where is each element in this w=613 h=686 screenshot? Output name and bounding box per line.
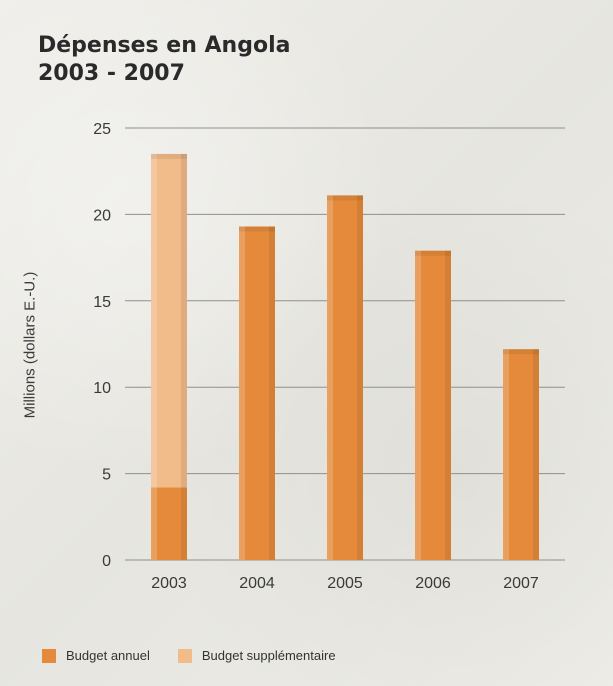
bar-shade — [181, 487, 187, 560]
bar-budget-supplementaire — [151, 153, 187, 488]
bar-shade — [269, 226, 275, 560]
bar-highlight — [239, 226, 245, 560]
bar-budget-annuel — [151, 487, 187, 560]
bar-shade — [357, 195, 363, 560]
bar-highlight — [327, 195, 333, 560]
bar-top-cap — [503, 349, 539, 355]
bar-highlight — [503, 349, 509, 560]
bar-top-cap — [327, 195, 363, 201]
bar-budget-annuel — [503, 349, 539, 560]
legend-swatch-budget-supplementaire — [177, 648, 192, 663]
y-tick-label: 20 — [93, 207, 111, 224]
bar-shade — [533, 349, 539, 560]
y-tick-label: 15 — [93, 294, 111, 311]
bar-highlight — [151, 487, 157, 560]
legend: Budget annuel Budget supplémentaire — [42, 648, 364, 663]
chart-title-line-1: Dépenses en Angola — [38, 33, 291, 58]
y-tick-label: 0 — [102, 553, 111, 570]
x-tick-label: 2004 — [239, 575, 275, 592]
bar-top-cap — [239, 226, 275, 232]
legend-label-budget-supplementaire: Budget supplémentaire — [201, 648, 336, 663]
bar-top-cap — [415, 250, 451, 256]
y-tick-label: 5 — [102, 467, 111, 484]
chart-title: Dépenses en Angola 2003 - 2007 — [38, 32, 290, 88]
legend-swatch-budget-annuel — [42, 648, 56, 663]
bar-budget-annuel — [415, 250, 451, 561]
bar-top-cap — [151, 153, 187, 159]
bar-shade — [445, 250, 451, 561]
legend-item-budget-annuel: Budget annuel — [42, 648, 150, 663]
y-tick-label: 25 — [93, 121, 111, 138]
legend-label-budget-annuel: Budget annuel — [66, 648, 150, 663]
bar-highlight — [415, 250, 421, 561]
bar-highlight — [151, 153, 157, 488]
x-tick-label: 2007 — [503, 575, 539, 592]
bar-budget-annuel — [327, 195, 363, 560]
legend-item-budget-supplementaire: Budget supplémentaire — [177, 648, 336, 663]
chart-title-line-2: 2003 - 2007 — [38, 61, 185, 86]
x-tick-label: 2006 — [415, 575, 451, 592]
bar-budget-annuel — [239, 226, 275, 560]
x-tick-label: 2005 — [327, 575, 363, 592]
bar-shade — [181, 153, 187, 488]
x-tick-label: 2003 — [151, 575, 187, 592]
y-axis-label-text: Millions (dollars E.-U.) — [21, 271, 39, 419]
y-tick-label: 10 — [93, 380, 111, 397]
